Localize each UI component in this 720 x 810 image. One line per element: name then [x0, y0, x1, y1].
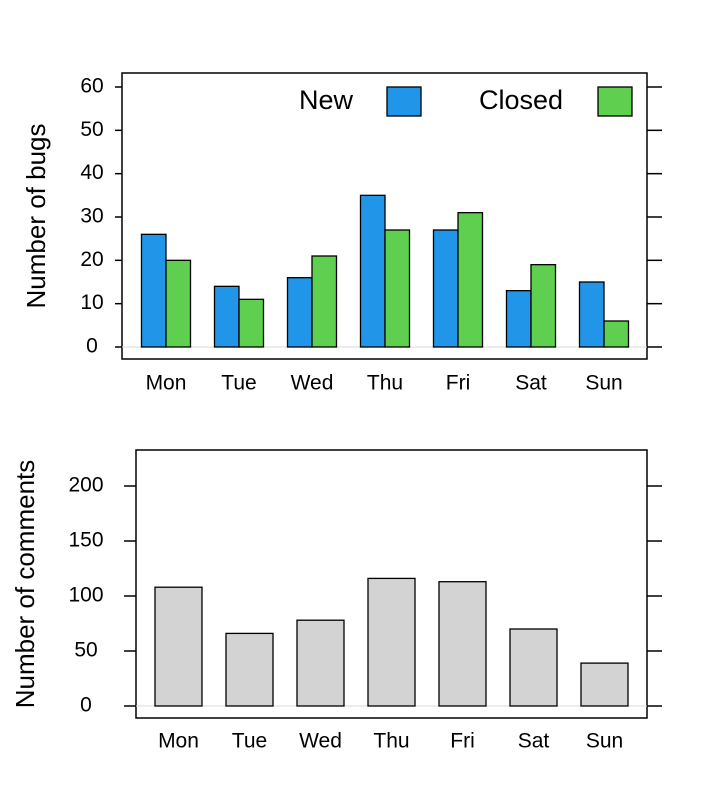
legend-label-closed: Closed	[479, 85, 563, 115]
bar-closed-fri	[457, 212, 484, 348]
legend-swatch-closed	[597, 86, 633, 117]
bar-new-thu	[359, 194, 386, 348]
bar-comments-sun	[580, 662, 629, 707]
bugs-xtick-label-tue: Tue	[221, 372, 256, 395]
bugs-ytick-label: 30	[80, 205, 103, 228]
comments-xtick-label-mon: Mon	[158, 730, 199, 753]
comments-xtick-label-tue: Tue	[232, 730, 267, 753]
bugs-ytick-label: 20	[80, 248, 103, 271]
bar-new-fri	[432, 229, 459, 348]
bar-comments-wed	[296, 619, 345, 707]
bugs-legend: New Closed	[299, 85, 633, 117]
comments-ytick-label: 50	[74, 639, 97, 662]
bar-closed-sat	[530, 264, 557, 348]
bugs-xtick-label-wed: Wed	[291, 372, 334, 395]
comments-xtick-label-sun: Sun	[586, 730, 623, 753]
bugs-ytick-label: 0	[86, 335, 98, 358]
comments-chart: 0 50 100 150 200 Mon Tue Wed Thu Fri Sat Sun Numbe…	[10, 449, 662, 753]
comments-ytick-label: 150	[68, 529, 103, 552]
bugs-xtick-label-sat: Sat	[515, 372, 547, 395]
bugs-xtick-label-fri: Fri	[446, 372, 471, 395]
bugs-ytick-label: 60	[80, 75, 103, 98]
bar-closed-thu	[384, 229, 411, 348]
bugs-xtick-label-sun: Sun	[585, 372, 622, 395]
bar-closed-wed	[311, 255, 338, 348]
bugs-xtick-label-thu: Thu	[367, 372, 403, 395]
bar-closed-mon	[165, 259, 192, 348]
bar-new-sun	[578, 281, 605, 348]
bar-comments-mon	[154, 586, 203, 707]
bugs-ytick-label: 50	[80, 118, 103, 141]
legend-label-new: New	[299, 85, 354, 115]
bar-comments-tue	[225, 632, 274, 707]
comments-xtick-label-sat: Sat	[518, 730, 550, 753]
bugs-y-axis-label: Number of bugs	[21, 124, 51, 309]
comments-xtick-label-thu: Thu	[373, 730, 409, 753]
bar-new-sat	[505, 290, 532, 348]
bar-comments-sat	[509, 628, 558, 707]
bar-comments-thu	[367, 577, 416, 707]
comments-ytick-label: 0	[80, 694, 92, 717]
bar-new-mon	[140, 233, 167, 348]
comments-xtick-label-fri: Fri	[450, 730, 475, 753]
bar-closed-tue	[238, 298, 265, 348]
legend-swatch-new	[386, 86, 422, 117]
bugs-ytick-label: 10	[80, 291, 103, 314]
comments-y-axis-label: Number of comments	[10, 460, 40, 709]
comments-xtick-label-wed: Wed	[299, 730, 342, 753]
bar-new-wed	[286, 277, 313, 348]
bar-new-tue	[213, 285, 240, 348]
comments-plot-frame	[135, 449, 648, 719]
bugs-xtick-label-mon: Mon	[146, 372, 187, 395]
bar-comments-fri	[438, 581, 487, 707]
bugs-plot-frame	[121, 72, 648, 360]
bugs-ytick-label: 40	[80, 161, 103, 184]
comments-ytick-label: 200	[68, 474, 103, 497]
bar-closed-sun	[603, 320, 630, 348]
comments-ytick-label: 100	[68, 584, 103, 607]
bugs-chart: 0 10 20 30 40 50 60 Mon Tue Wed Thu Fri Sat Sun Numb…	[21, 72, 662, 395]
